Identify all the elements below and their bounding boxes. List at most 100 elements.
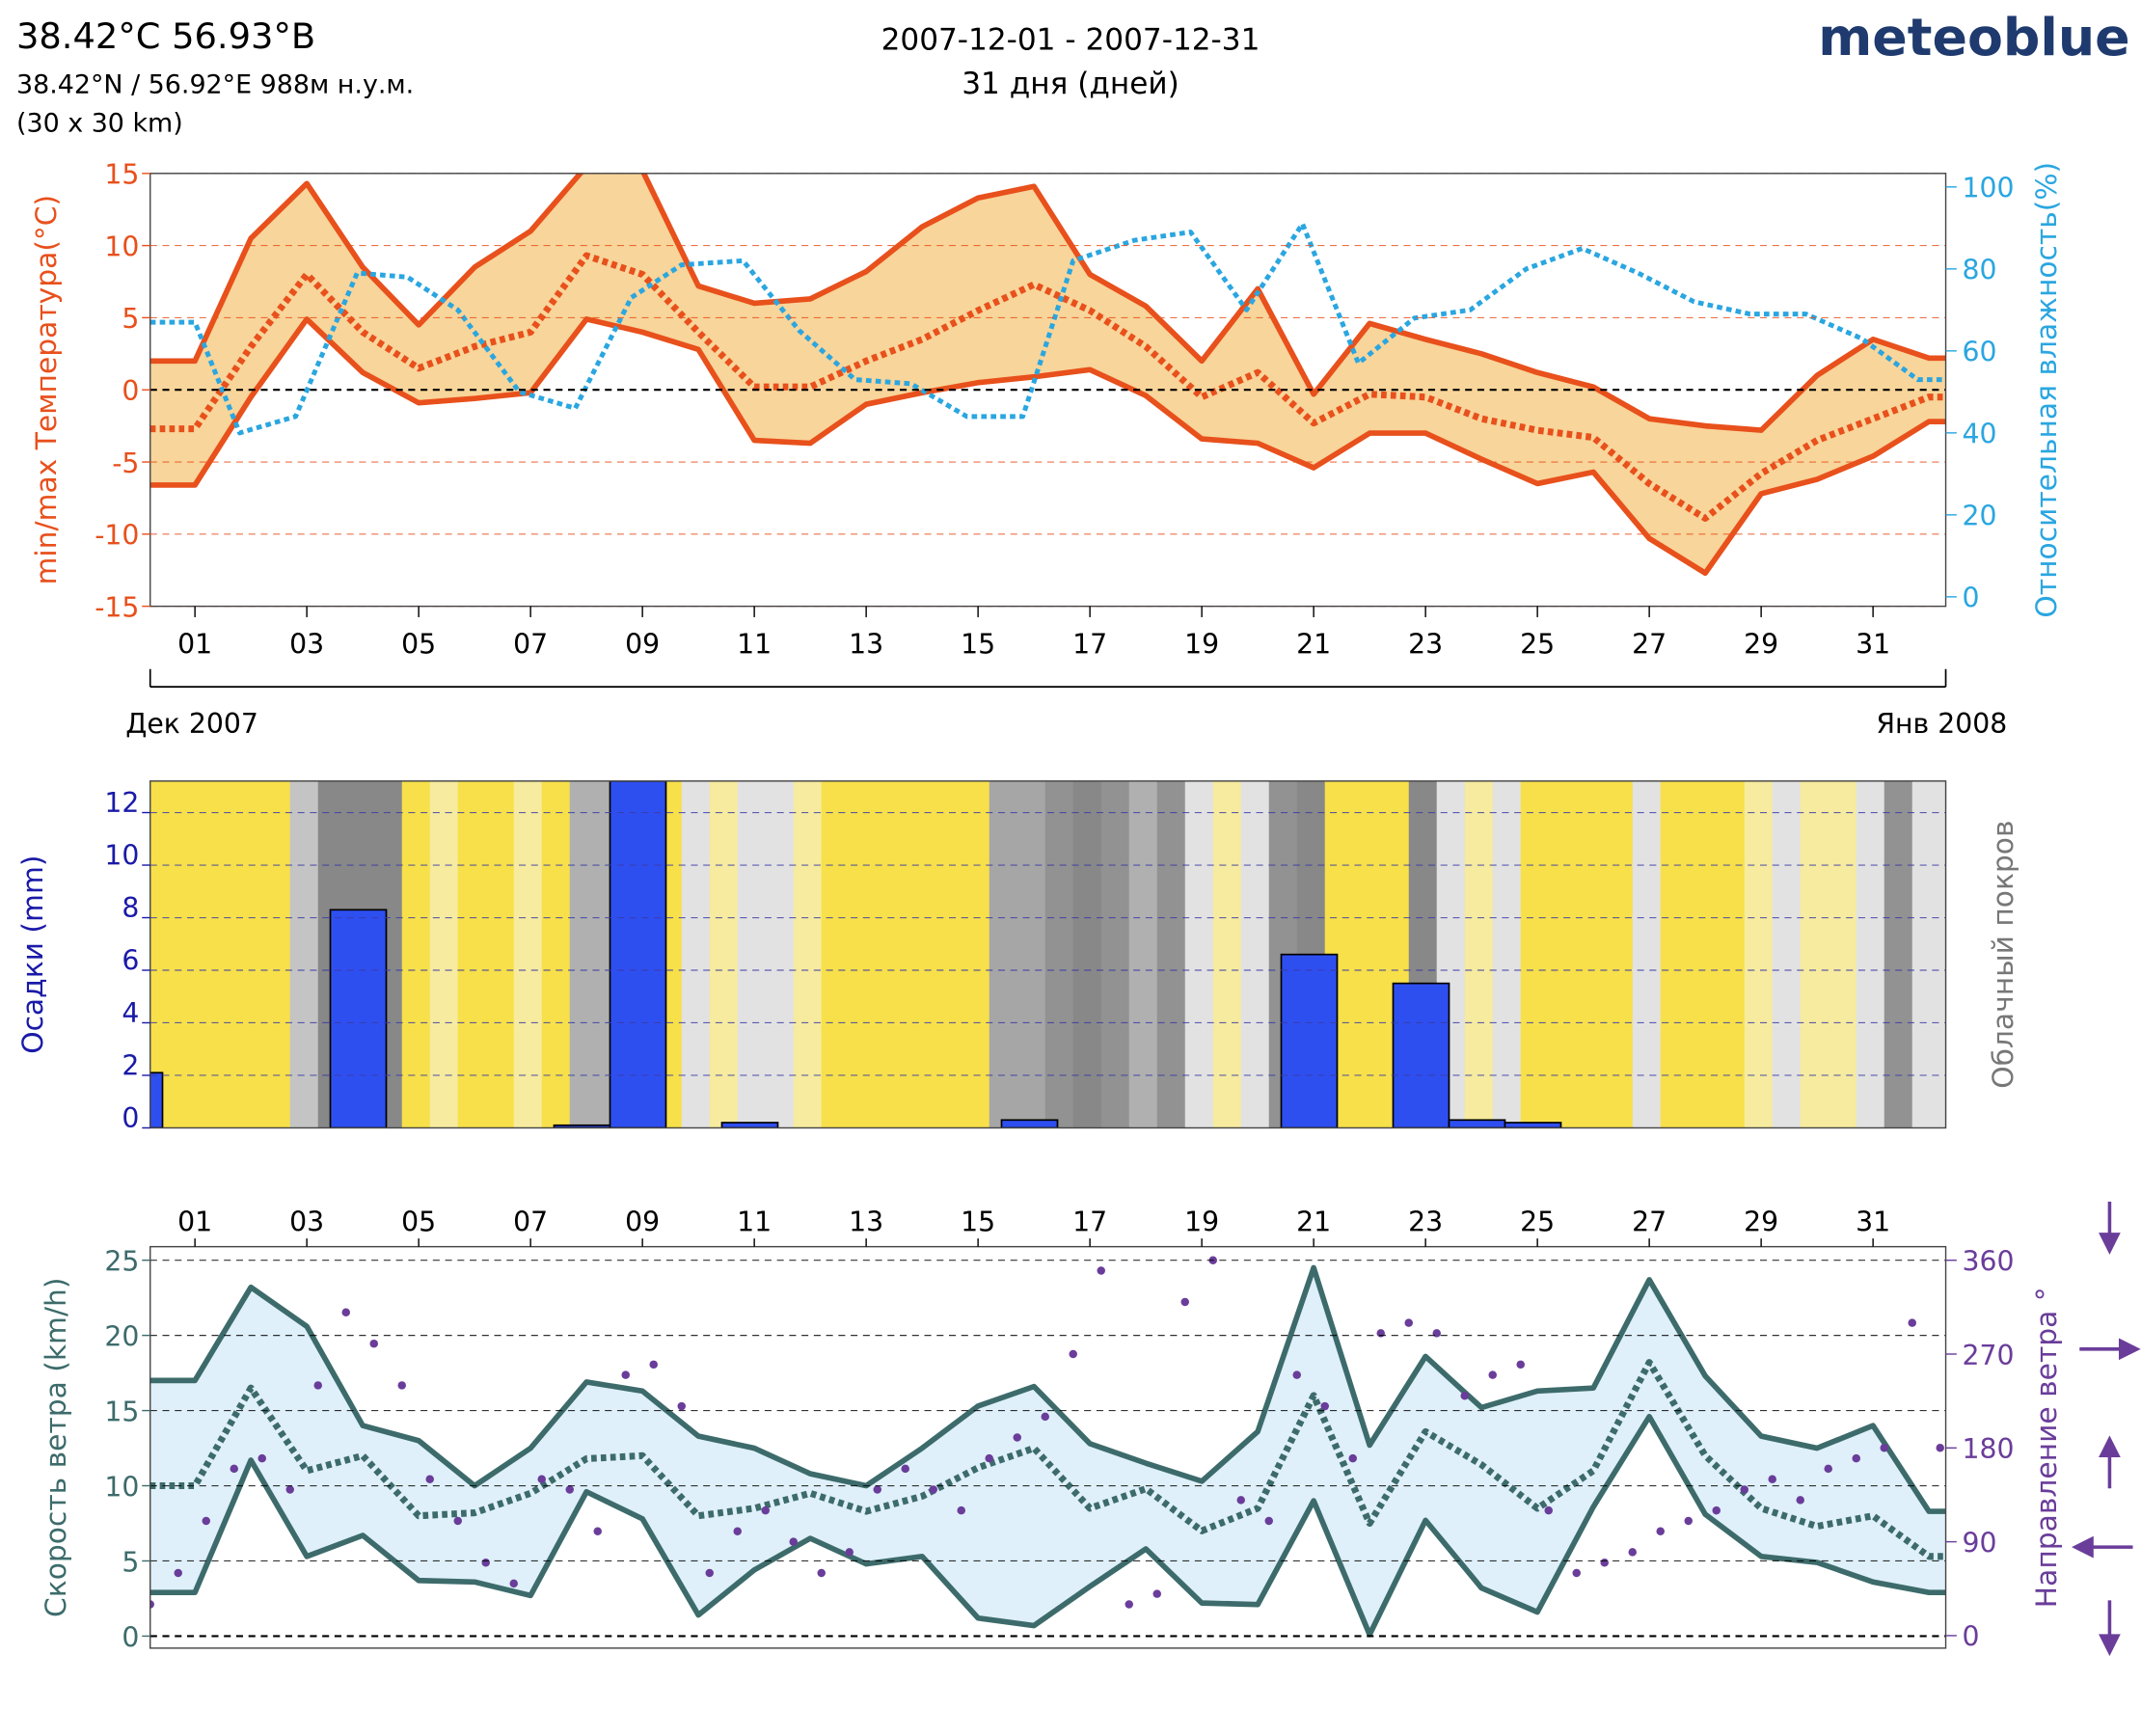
- y-axis-label: Осадки (mm): [16, 855, 50, 1054]
- y-tick-label: -10: [95, 520, 139, 552]
- x-tick-label: 09: [625, 629, 660, 661]
- wind-direction-dot: [509, 1579, 518, 1588]
- cloud-cover-band: [1240, 780, 1270, 1128]
- x-tick-label: 29: [1744, 629, 1778, 661]
- wind-direction-dot: [1880, 1444, 1888, 1452]
- precipitation-bar: [1280, 953, 1339, 1128]
- wind-direction-dot: [537, 1475, 546, 1483]
- cloud-cover-band: [737, 780, 767, 1128]
- wind-direction-dot: [845, 1548, 854, 1557]
- x-tick-label: 15: [961, 629, 995, 661]
- wind-direction-dot: [1125, 1600, 1133, 1609]
- y-axis-label: min/max Температура(°C): [30, 195, 64, 585]
- wind-direction-dot: [1712, 1505, 1721, 1515]
- series-line: [149, 221, 1946, 436]
- wind-direction-dot: [1404, 1318, 1413, 1327]
- wind-direction-dot: [1069, 1349, 1077, 1359]
- y-tick-label: 8: [122, 892, 139, 924]
- cloud-cover-band: [1184, 780, 1214, 1128]
- wind-direction-dot: [1516, 1360, 1525, 1370]
- wind-direction-dot: [1320, 1401, 1329, 1411]
- x-tick-label: 27: [1632, 1207, 1667, 1238]
- x-tick-label: 11: [737, 1207, 772, 1238]
- x-tick-label: 03: [289, 1207, 324, 1238]
- cloud-cover-band: [289, 780, 319, 1128]
- wind-direction-dot: [565, 1485, 574, 1494]
- y-tick-label: 25: [104, 1246, 139, 1278]
- x-tick-label: 01: [177, 1207, 212, 1238]
- cloud-cover-band: [1884, 780, 1913, 1128]
- cloud-cover-band: [877, 780, 907, 1128]
- y-tick-label: 10: [104, 1471, 139, 1503]
- wind-direction-dot: [957, 1505, 965, 1515]
- y-tick-label: 6: [122, 945, 139, 977]
- cloud-cover-band: [1772, 780, 1802, 1128]
- wind-direction-dot: [705, 1568, 714, 1578]
- wind-direction-dot: [1488, 1370, 1497, 1379]
- cloud-cover-band: [429, 780, 459, 1128]
- y-tick-label: 12: [104, 787, 139, 819]
- y-tick-label: 15: [104, 1396, 139, 1427]
- plot-area: [149, 173, 1946, 577]
- wind-direction-dot: [621, 1370, 630, 1379]
- cloud-cover-band: [485, 780, 515, 1128]
- wind-direction-dot: [1544, 1505, 1553, 1515]
- wind-direction-dot: [817, 1568, 826, 1578]
- cloud-cover-band: [1100, 780, 1130, 1128]
- wind-direction-dot: [873, 1485, 881, 1494]
- y2-tick-label: 360: [1963, 1246, 2015, 1278]
- wind-direction-dot: [1152, 1589, 1161, 1598]
- cloud-cover-band: [1576, 780, 1606, 1128]
- x-tick-label: 17: [1072, 629, 1107, 661]
- wind-direction-dot: [1097, 1266, 1105, 1275]
- wind-direction-dot: [1656, 1527, 1665, 1536]
- x-tick-label: 05: [401, 1207, 436, 1238]
- y-tick-label: 0: [122, 1621, 139, 1653]
- wind-direction-dot: [1376, 1329, 1385, 1338]
- wind-direction-dot: [1236, 1496, 1245, 1505]
- resolution: (30 x 30 km): [16, 108, 183, 138]
- y-tick-label: 5: [122, 303, 139, 335]
- wind-direction-dot: [285, 1485, 294, 1494]
- x-tick-label: 07: [513, 1207, 548, 1238]
- x-tick-label: 29: [1744, 1207, 1778, 1238]
- x-tick-label: 01: [177, 629, 212, 661]
- x-tick-label: 17: [1072, 1207, 1107, 1238]
- cloud-cover-band: [1352, 780, 1382, 1128]
- y-tick-label: 0: [122, 375, 139, 407]
- series-line: [149, 316, 1946, 577]
- precipitation-bar: [1448, 1119, 1506, 1128]
- wind-direction-dot: [1013, 1433, 1021, 1442]
- y-tick-label: -15: [95, 591, 139, 623]
- cloud-cover-band: [765, 780, 795, 1128]
- wind-direction-dot: [761, 1505, 770, 1515]
- day-count: 31 дня (дней): [962, 67, 1179, 101]
- series-line: [149, 1264, 1946, 1514]
- y2-tick-label: 100: [1963, 173, 2015, 204]
- cloud-cover-band: [1828, 780, 1857, 1128]
- wind-direction-dot: [149, 1600, 154, 1609]
- cloud-cover-band: [569, 780, 599, 1128]
- month-label: Дек 2007: [125, 708, 258, 740]
- precipitation-bar: [1504, 1122, 1562, 1128]
- x-tick-label: 09: [625, 1207, 660, 1238]
- cloud-cover-band: [1688, 780, 1718, 1128]
- y2-tick-label: 0: [1963, 583, 1980, 614]
- wind-direction-dot: [593, 1527, 602, 1536]
- cloud-cover-band: [1744, 780, 1774, 1128]
- y2-axis-label: Направление ветра °: [2030, 1287, 2064, 1608]
- wind-direction-dot: [1460, 1392, 1469, 1400]
- wind-direction-dot: [174, 1568, 182, 1578]
- wind-direction-dot: [1432, 1329, 1441, 1338]
- cloud-cover-band: [1911, 780, 1946, 1128]
- y2-tick-label: 40: [1963, 419, 1997, 450]
- wind-direction-dot: [1852, 1453, 1860, 1463]
- x-tick-label: 21: [1296, 629, 1331, 661]
- month-label: Янв 2008: [1876, 708, 2007, 740]
- wind-direction-dot: [789, 1537, 798, 1546]
- y-axis-label: Скорость ветра (km/h): [40, 1278, 73, 1617]
- precipitation-bar: [329, 909, 388, 1128]
- x-tick-label: 25: [1520, 629, 1555, 661]
- cloud-cover-band: [681, 780, 711, 1128]
